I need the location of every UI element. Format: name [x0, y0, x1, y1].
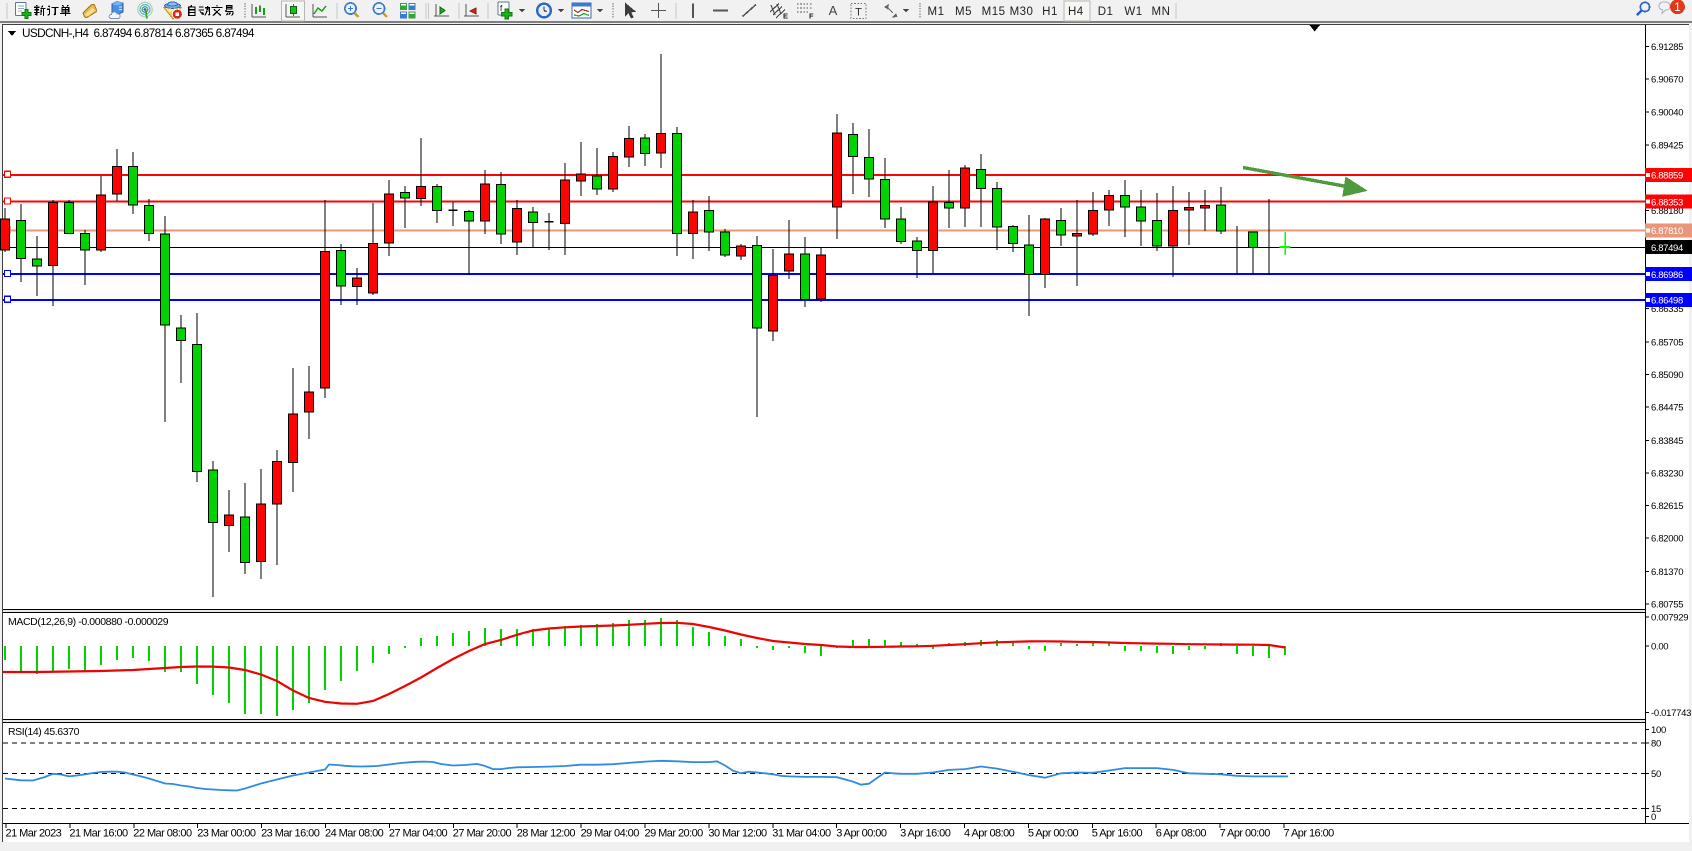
svg-text:6.86986: 6.86986	[1651, 270, 1683, 281]
svg-text:3 Apr 16:00: 3 Apr 16:00	[900, 828, 951, 840]
svg-text:27 Mar 04:00: 27 Mar 04:00	[389, 828, 448, 840]
svg-text:A: A	[829, 3, 838, 18]
svg-text:30 Mar 12:00: 30 Mar 12:00	[708, 828, 767, 840]
svg-text:M1: M1	[928, 6, 945, 18]
svg-text:F: F	[809, 12, 814, 21]
svg-text:W1: W1	[1124, 6, 1142, 18]
svg-text:0: 0	[1651, 812, 1656, 823]
svg-text:-0.017743: -0.017743	[1651, 708, 1691, 719]
svg-text:5 Apr 16:00: 5 Apr 16:00	[1092, 828, 1143, 840]
svg-text:22 Mar 08:00: 22 Mar 08:00	[133, 828, 192, 840]
svg-text:6.81370: 6.81370	[1651, 567, 1683, 578]
svg-text:29 Mar 20:00: 29 Mar 20:00	[645, 828, 704, 840]
svg-text:6.83845: 6.83845	[1651, 436, 1683, 447]
svg-text:H1: H1	[1042, 6, 1058, 18]
svg-text:5 Apr 00:00: 5 Apr 00:00	[1028, 828, 1079, 840]
svg-text:6.88353: 6.88353	[1651, 197, 1683, 208]
svg-text:6.82615: 6.82615	[1651, 501, 1683, 512]
svg-text:80: 80	[1651, 739, 1661, 750]
svg-text:6.88859: 6.88859	[1651, 171, 1683, 182]
svg-text:6.87810: 6.87810	[1651, 226, 1683, 237]
svg-text:f: f	[500, 4, 503, 13]
svg-text:27 Mar 20:00: 27 Mar 20:00	[453, 828, 512, 840]
svg-text:M30: M30	[1010, 6, 1034, 18]
svg-text:6.88180: 6.88180	[1651, 206, 1683, 217]
svg-text:7 Apr 00:00: 7 Apr 00:00	[1220, 828, 1271, 840]
svg-text:0.00: 0.00	[1651, 642, 1668, 653]
svg-text:6 Apr 08:00: 6 Apr 08:00	[1156, 828, 1207, 840]
svg-text:M15: M15	[982, 6, 1006, 18]
svg-text:6.84475: 6.84475	[1651, 402, 1683, 413]
svg-text:H4: H4	[1068, 6, 1084, 18]
svg-text:1: 1	[1674, 2, 1680, 14]
svg-text:MACD(12,26,9) -0.000880 -0.000: MACD(12,26,9) -0.000880 -0.000029	[8, 616, 169, 628]
svg-text:6.90040: 6.90040	[1651, 108, 1683, 119]
svg-text:E: E	[783, 12, 788, 21]
svg-text:23 Mar 00:00: 23 Mar 00:00	[197, 828, 256, 840]
svg-text:6.80755: 6.80755	[1651, 599, 1683, 610]
svg-text:6.87494: 6.87494	[1651, 243, 1683, 254]
svg-text:6.85705: 6.85705	[1651, 337, 1683, 348]
svg-text:3 Apr 00:00: 3 Apr 00:00	[836, 828, 887, 840]
svg-text:6.89425: 6.89425	[1651, 140, 1683, 151]
svg-text:6.83230: 6.83230	[1651, 468, 1683, 479]
svg-text:4 Apr 08:00: 4 Apr 08:00	[964, 828, 1015, 840]
svg-text:28 Mar 12:00: 28 Mar 12:00	[517, 828, 576, 840]
svg-text:D1: D1	[1098, 6, 1114, 18]
svg-text:USDCNH-,H4 6.87494 6.87814 6.: USDCNH-,H4 6.87494 6.87814 6.87365 6.874…	[22, 26, 255, 40]
svg-text:MN: MN	[1152, 6, 1171, 18]
svg-text:21 Mar 16:00: 21 Mar 16:00	[69, 828, 128, 840]
svg-text:50: 50	[1651, 769, 1661, 780]
svg-text:6.82000: 6.82000	[1651, 534, 1683, 545]
svg-text:21 Mar 2023: 21 Mar 2023	[6, 828, 62, 840]
svg-text:15: 15	[1651, 804, 1661, 815]
svg-text:M5: M5	[955, 6, 972, 18]
svg-text:31 Mar 04:00: 31 Mar 04:00	[772, 828, 831, 840]
svg-text:7 Apr 16:00: 7 Apr 16:00	[1284, 828, 1335, 840]
svg-text:29 Mar 04:00: 29 Mar 04:00	[581, 828, 640, 840]
svg-text:6.90670: 6.90670	[1651, 74, 1683, 85]
svg-text:0.007929: 0.007929	[1651, 613, 1688, 624]
svg-text:RSI(14) 45.6370: RSI(14) 45.6370	[8, 726, 80, 738]
svg-text:23 Mar 16:00: 23 Mar 16:00	[261, 828, 320, 840]
svg-text:6.85090: 6.85090	[1651, 370, 1683, 381]
svg-text:T: T	[855, 7, 862, 19]
svg-text:6.86498: 6.86498	[1651, 296, 1683, 307]
svg-text:24 Mar 08:00: 24 Mar 08:00	[325, 828, 384, 840]
svg-text:100: 100	[1651, 725, 1666, 736]
svg-text:6.86335: 6.86335	[1651, 304, 1683, 315]
svg-text:6.91285: 6.91285	[1651, 42, 1683, 53]
